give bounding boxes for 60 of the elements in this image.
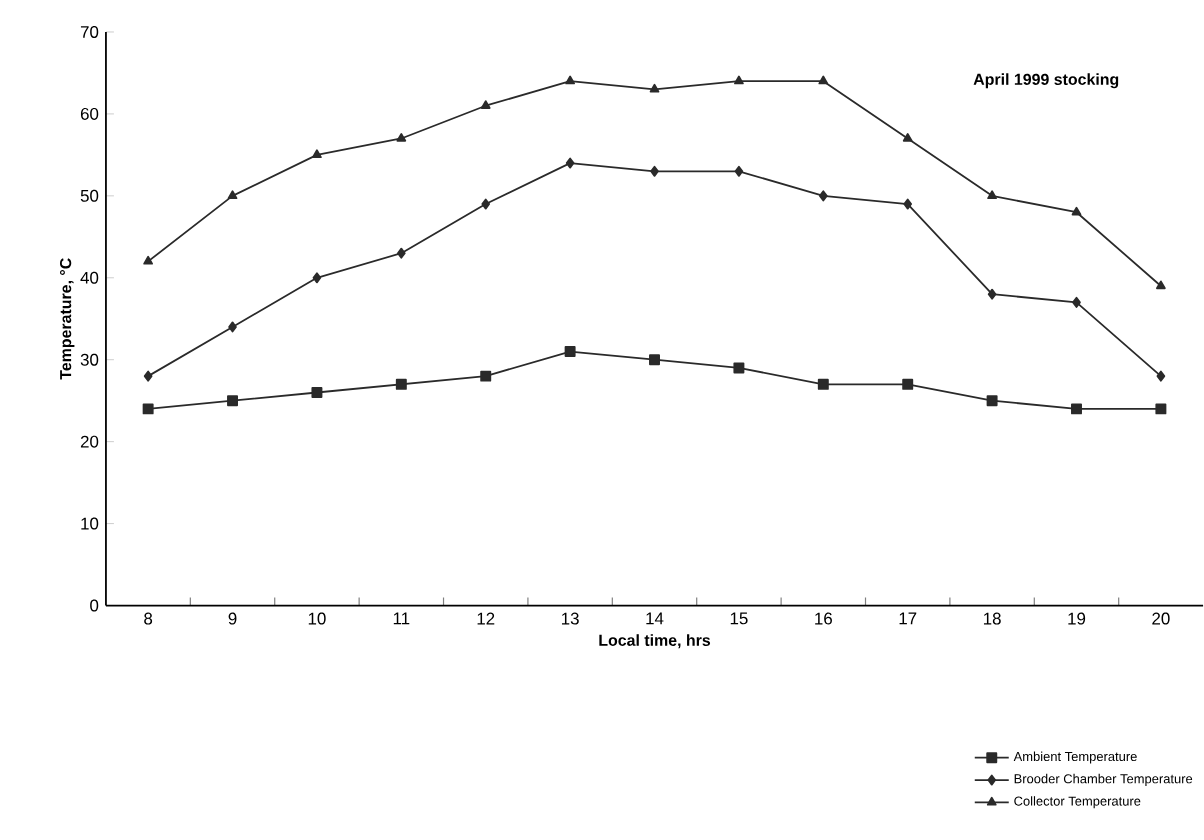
point (902, 379, 914, 391)
y-tick-label: 10 (81, 517, 99, 530)
point (481, 198, 491, 210)
point (312, 149, 322, 159)
point (903, 198, 913, 210)
y-tick-label: 50 (80, 190, 99, 203)
y-tick-label: 60 (80, 108, 99, 121)
point (987, 190, 997, 200)
y-tick-label: 70 (80, 26, 99, 39)
point (1071, 207, 1082, 216)
point (650, 166, 659, 178)
x-tick-label: 11 (393, 612, 410, 625)
point (649, 84, 660, 93)
point (396, 133, 407, 142)
point (817, 379, 829, 391)
point (649, 354, 660, 366)
x-tick-label: 10 (308, 612, 326, 625)
point (312, 272, 322, 284)
x-tick-label: 9 (228, 612, 237, 625)
point (396, 248, 406, 259)
point (143, 256, 153, 265)
x-tick-label: 20 (1152, 612, 1170, 625)
point (902, 133, 913, 142)
point (1071, 403, 1082, 415)
point (1156, 280, 1166, 290)
point (818, 190, 828, 202)
point (311, 387, 323, 399)
point (480, 100, 491, 110)
point (227, 190, 238, 200)
point (480, 370, 492, 382)
point (1072, 297, 1081, 309)
y-tick-label: 0 (90, 599, 99, 612)
x-tick-label: 19 (1068, 612, 1086, 625)
point (733, 362, 745, 374)
x-tick-label: 18 (983, 612, 1001, 625)
point (818, 75, 829, 85)
x-tick-label: 12 (477, 612, 495, 625)
point (142, 403, 154, 415)
point (734, 75, 744, 85)
point (564, 346, 576, 358)
point (1155, 403, 1167, 415)
y-tick-label: 30 (80, 354, 99, 367)
point (1156, 370, 1166, 382)
point (227, 395, 239, 407)
point (143, 370, 153, 382)
x-tick-label: 16 (815, 612, 832, 625)
x-tick-label: 17 (899, 612, 917, 625)
y-tick-label: 20 (80, 435, 99, 448)
x-tick-label: 15 (730, 612, 748, 625)
x-tick-label: 8 (144, 612, 153, 625)
point (986, 395, 998, 407)
point (565, 157, 575, 169)
y-tick-label: 40 (80, 272, 99, 285)
x-tick-label: 14 (646, 612, 664, 625)
point (565, 75, 575, 85)
point (395, 379, 407, 391)
point (734, 166, 744, 178)
point (228, 321, 237, 333)
point (987, 289, 997, 300)
x-tick-label: 13 (561, 612, 579, 625)
